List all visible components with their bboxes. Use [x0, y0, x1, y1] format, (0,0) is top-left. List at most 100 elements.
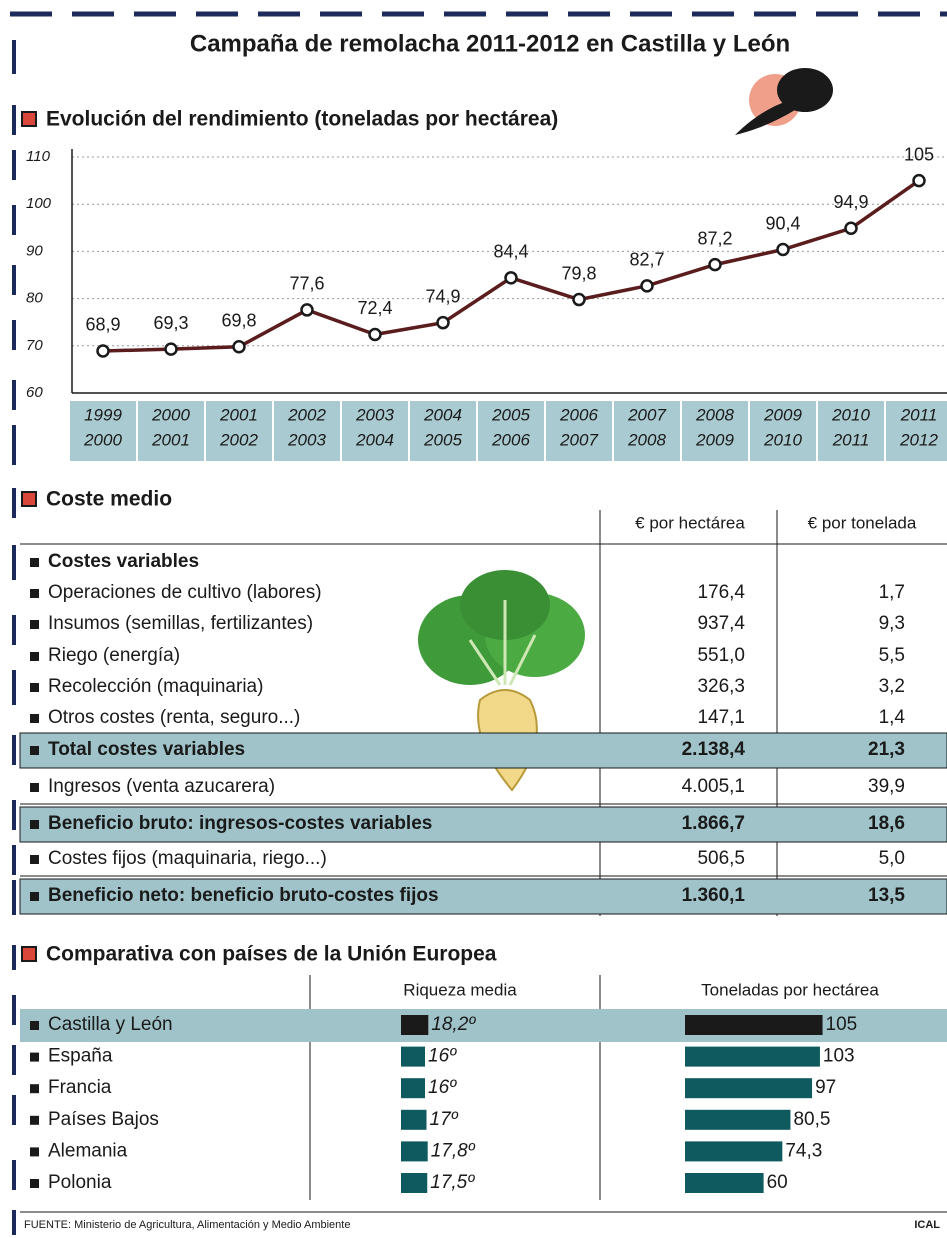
y-tick-label: 100 [26, 195, 52, 212]
bullet [30, 1052, 39, 1062]
x-tick-label: 2011 [900, 405, 938, 424]
x-tick-label: 2001 [151, 430, 190, 449]
data-point [708, 257, 722, 272]
data-label: 84,4 [493, 242, 528, 262]
x-tick-label: 2011 [832, 430, 870, 449]
category-label: España [48, 1046, 113, 1067]
x-tick-label: 2004 [355, 430, 394, 449]
x-tick-label: 2007 [627, 405, 666, 424]
row-label: Costes variables [48, 551, 199, 572]
x-tick-label: 2010 [831, 405, 870, 424]
section-icon [21, 491, 37, 507]
bar [685, 1109, 791, 1130]
bar-label: 97 [815, 1077, 836, 1098]
bar-label: 17,8º [431, 1140, 476, 1161]
category-label: Francia [48, 1077, 112, 1098]
row-label: Otros costes (renta, seguro...) [48, 707, 300, 728]
row-label: Total costes variables [48, 739, 245, 760]
cell: 4.005,1 [682, 776, 745, 797]
bar [401, 1109, 427, 1130]
bar-label: 74,3 [785, 1140, 822, 1161]
cell: 21,3 [868, 739, 905, 760]
bullet [30, 558, 39, 567]
cell: 326,3 [697, 676, 745, 697]
row-label: Beneficio bruto: ingresos-costes variabl… [48, 813, 432, 834]
section-icon [21, 946, 37, 962]
section-title: Comparativa con países de la Unión Europ… [46, 943, 497, 966]
bar-label: 17,5º [430, 1172, 475, 1193]
data-point [776, 242, 790, 257]
row-label: Operaciones de cultivo (labores) [48, 582, 322, 603]
category-band [342, 401, 408, 461]
category-band [410, 401, 476, 461]
data-point [164, 342, 178, 356]
y-tick-label: 60 [26, 384, 43, 401]
cell: 18,6 [868, 813, 905, 834]
x-tick-label: 2002 [287, 405, 326, 424]
column-header: Riqueza media [403, 980, 517, 999]
x-tick-label: 2009 [763, 405, 802, 424]
bar [401, 1046, 425, 1067]
x-tick-label: 2006 [491, 430, 530, 449]
row-label: Insumos (semillas, fertilizantes) [48, 613, 313, 634]
data-label: 94,9 [833, 192, 868, 212]
data-point [368, 327, 382, 342]
category-band [138, 401, 204, 461]
bullet [30, 820, 39, 829]
y-tick-label: 70 [26, 337, 43, 354]
x-tick-label: 2003 [355, 405, 394, 424]
cell: 176,4 [697, 582, 745, 603]
category-label: Polonia [48, 1172, 112, 1193]
page-title: Campaña de remolacha 2011-2012 en Castil… [190, 30, 790, 57]
row-highlight [19, 878, 947, 915]
data-point [504, 271, 518, 285]
x-tick-label: 2007 [559, 430, 598, 449]
data-point [436, 315, 450, 330]
data-point [300, 303, 314, 317]
bar [401, 1015, 429, 1035]
section-title: Evolución del rendimiento (toneladas por… [46, 108, 558, 131]
x-tick-label: 2012 [899, 430, 938, 449]
data-label: 69,3 [153, 313, 188, 333]
side-marks [12, 40, 16, 1235]
data-label: 69,8 [221, 310, 256, 330]
data-label: 72,4 [357, 298, 392, 318]
category-band [206, 401, 272, 461]
y-tick-label: 110 [26, 148, 51, 165]
data-point [96, 344, 110, 358]
bar [401, 1078, 425, 1099]
data-point [232, 339, 246, 354]
bullet [30, 855, 39, 864]
cell: 9,3 [879, 613, 905, 634]
cell: 39,9 [868, 776, 905, 797]
section-title: Coste medio [46, 488, 172, 511]
row-label: Beneficio neto: beneficio bruto-costes f… [48, 885, 439, 906]
y-tick-label: 80 [26, 290, 43, 307]
bar [685, 1141, 783, 1162]
bullet [30, 1084, 39, 1094]
bullet [30, 746, 39, 755]
bullet [30, 652, 39, 661]
bar [685, 1173, 764, 1193]
data-label: 90,4 [765, 213, 800, 233]
column-header: € por hectárea [635, 513, 745, 532]
bullet [30, 620, 39, 629]
data-label: 79,8 [561, 263, 596, 283]
category-band [682, 401, 748, 461]
cell: 1,4 [879, 707, 906, 728]
bar-label: 16º [428, 1046, 457, 1067]
x-tick-label: 2002 [219, 430, 258, 449]
row-label: Riego (energía) [48, 645, 180, 666]
category-band [70, 401, 136, 461]
category-label: Países Bajos [48, 1109, 159, 1130]
bullet [30, 1115, 39, 1125]
row-highlight [19, 732, 947, 769]
row-label: Costes fijos (maquinaria, riego...) [48, 848, 327, 869]
data-point [640, 279, 654, 293]
x-tick-label: 2003 [287, 430, 326, 449]
bar-label: 60 [767, 1172, 788, 1193]
cell: 937,4 [697, 613, 745, 634]
cell: 1.360,1 [682, 885, 746, 906]
cell: 551,0 [697, 645, 745, 666]
